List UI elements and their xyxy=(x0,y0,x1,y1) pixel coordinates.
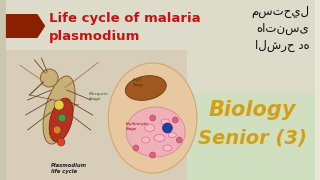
Text: هاتنسی: هاتنسی xyxy=(257,22,309,35)
Text: الشرح ده: الشرح ده xyxy=(254,39,309,52)
Ellipse shape xyxy=(108,63,197,173)
Text: Liver
Stage: Liver Stage xyxy=(133,78,144,87)
Text: Biology: Biology xyxy=(208,100,296,120)
Text: Life cycle of malaria: Life cycle of malaria xyxy=(49,12,201,25)
Text: مستحيل: مستحيل xyxy=(251,5,309,18)
Ellipse shape xyxy=(43,76,75,144)
Polygon shape xyxy=(64,62,99,88)
Text: Plasmodium
life cycle: Plasmodium life cycle xyxy=(51,163,87,174)
Bar xyxy=(0,0,6,180)
Ellipse shape xyxy=(163,145,172,151)
Circle shape xyxy=(40,69,58,87)
Circle shape xyxy=(150,115,156,121)
Circle shape xyxy=(133,145,139,151)
Circle shape xyxy=(57,138,65,146)
Ellipse shape xyxy=(168,132,176,138)
Polygon shape xyxy=(20,65,54,88)
Ellipse shape xyxy=(49,98,73,142)
Bar xyxy=(187,93,315,180)
Text: Mosquito
Stage: Mosquito Stage xyxy=(89,92,108,101)
Ellipse shape xyxy=(154,134,165,141)
Ellipse shape xyxy=(142,137,150,143)
Ellipse shape xyxy=(161,119,170,125)
Ellipse shape xyxy=(145,125,155,132)
Text: Senior (3): Senior (3) xyxy=(198,128,307,147)
Circle shape xyxy=(163,123,172,133)
Circle shape xyxy=(53,126,61,134)
Circle shape xyxy=(54,100,64,110)
Text: plasmodium: plasmodium xyxy=(49,30,140,43)
Text: Erythrocytic
Stage: Erythrocytic Stage xyxy=(126,122,149,131)
Bar xyxy=(6,50,187,180)
Ellipse shape xyxy=(126,107,185,157)
Circle shape xyxy=(58,114,66,122)
Ellipse shape xyxy=(125,76,166,100)
Circle shape xyxy=(172,117,178,123)
Circle shape xyxy=(176,137,182,143)
Polygon shape xyxy=(6,14,45,38)
Circle shape xyxy=(150,152,156,158)
